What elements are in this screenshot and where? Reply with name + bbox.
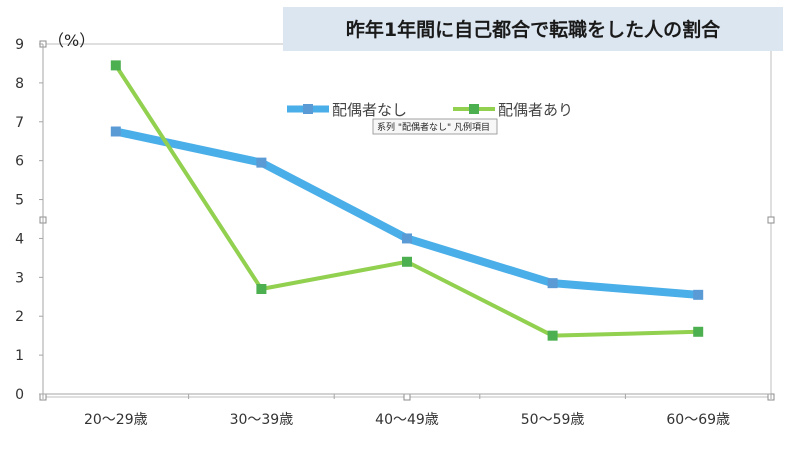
y-tick-label: 6 <box>15 154 24 170</box>
y-tick-label: 3 <box>15 270 24 286</box>
y-tick-label: 9 <box>15 37 24 53</box>
title-background <box>283 7 783 51</box>
y-tick-label: 4 <box>15 231 24 247</box>
x-axis-ticks: 20〜29歳 30〜39歳 40〜49歳 50〜59歳 60〜69歳 <box>42 394 772 428</box>
legend-marker-series-2 <box>469 104 479 114</box>
series-1-point[interactable] <box>693 289 704 300</box>
x-tick-label: 50〜59歳 <box>521 412 585 428</box>
y-axis-ticks: 0 1 2 3 4 5 6 7 8 9 <box>15 37 43 403</box>
series-1-point[interactable] <box>256 157 267 168</box>
series-line-1[interactable] <box>111 127 703 299</box>
series-layer <box>110 60 704 341</box>
y-tick-label: 0 <box>15 387 24 403</box>
resize-handle[interactable] <box>403 393 411 401</box>
y-axis-unit-label: （%） <box>48 31 95 50</box>
series-2-point[interactable] <box>693 326 704 337</box>
legend-label-series-1: 配偶者なし <box>332 101 407 119</box>
series-2-point[interactable] <box>256 284 267 294</box>
y-tick-label: 5 <box>15 193 24 209</box>
series-1-point[interactable] <box>110 126 121 137</box>
series-1-point[interactable] <box>547 278 558 289</box>
series-2-point[interactable] <box>110 60 121 71</box>
x-tick-label: 40〜49歳 <box>375 412 439 428</box>
legend[interactable]: 配偶者なし 配偶者あり <box>287 101 573 119</box>
x-tick-label: 60〜69歳 <box>666 412 730 428</box>
legend-marker-series-1 <box>303 104 313 114</box>
y-tick-label: 7 <box>15 115 24 131</box>
legend-label-series-2: 配偶者あり <box>498 101 573 119</box>
y-tick-label: 2 <box>15 309 24 325</box>
series-2-point[interactable] <box>547 330 558 341</box>
x-tick-label: 30〜39歳 <box>230 412 294 428</box>
resize-handle[interactable] <box>767 216 775 224</box>
y-tick-label: 8 <box>15 76 24 92</box>
series-2-point[interactable] <box>402 256 412 267</box>
chart-frame[interactable] <box>42 43 772 398</box>
chart-title: 昨年1年間に自己都合で転職をした人の割合 <box>346 18 721 41</box>
selection-handles[interactable] <box>39 40 775 401</box>
tooltip-box <box>372 118 498 135</box>
x-tick-label: 20〜29歳 <box>84 412 148 428</box>
legend-tooltip: 系列 "配偶者なし" 凡例項目 <box>372 118 498 135</box>
y-tick-label: 1 <box>15 348 24 364</box>
series-1-point[interactable] <box>402 233 412 244</box>
tooltip-text: 系列 "配偶者なし" 凡例項目 <box>377 121 490 133</box>
